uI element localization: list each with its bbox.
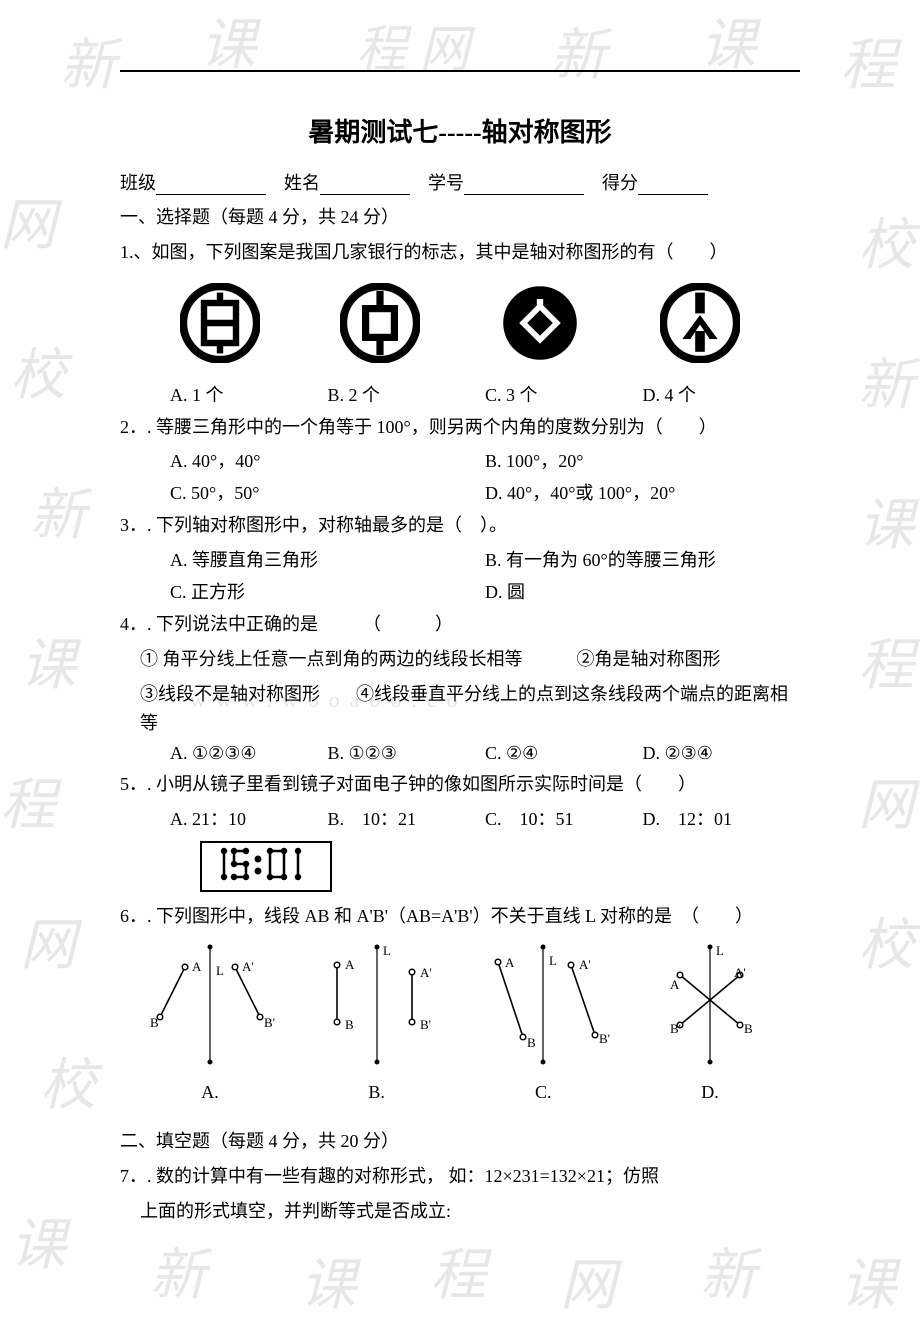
q4-opt-c[interactable]: C. ②④: [485, 743, 643, 764]
id-label: 学号: [428, 173, 464, 193]
q3-opt-a[interactable]: A. 等腰直角三角形: [170, 546, 485, 572]
q2-stem: 2．. 等腰三角形中的一个角等于 100°，则另两个内角的度数分别为（ ）: [120, 413, 800, 442]
q5-opt-c[interactable]: C. 10：51: [485, 805, 643, 831]
q5-opt-b[interactable]: B. 10：21: [328, 805, 486, 831]
q1-opt-c[interactable]: C. 3 个: [485, 381, 643, 407]
q4-stem: 4．. 下列说法中正确的是 （ ）: [120, 610, 800, 639]
q4-opt-a[interactable]: A. ①②③④: [170, 743, 328, 764]
svg-text:A': A': [242, 959, 254, 974]
page-title: 暑期测试七-----轴对称图形: [120, 112, 800, 149]
q6-diagram-c: L A B A' B': [463, 937, 623, 1072]
q4-opt-d[interactable]: D. ②③④: [643, 743, 801, 764]
score-label: 得分: [602, 173, 638, 193]
name-blank[interactable]: [320, 175, 410, 195]
svg-text:B': B': [420, 1017, 431, 1032]
name-label: 姓名: [284, 173, 320, 193]
svg-text:A: A: [505, 955, 515, 970]
svg-text:A': A': [734, 965, 746, 980]
q1-opt-a[interactable]: A. 1 个: [170, 381, 328, 407]
svg-text:L: L: [216, 963, 224, 978]
q4-item1: ① 角平分线上任意一点到角的两边的线段长相等 ②角是轴对称图形: [120, 645, 800, 674]
q2-opt-d[interactable]: D. 40°，40°或 100°，20°: [485, 479, 800, 505]
q4-opt-b[interactable]: B. ①②③: [328, 743, 486, 764]
svg-text:L: L: [383, 943, 391, 958]
q6-lbl-c[interactable]: C.: [463, 1082, 623, 1103]
page-content: 暑期测试七-----轴对称图形 班级 姓名 学号 得分 一、选择题（每题 4 分…: [120, 70, 800, 1231]
q6-stem: 6．. 下列图形中，线段 AB 和 A'B'（AB=A'B'）不关于直线 L 对…: [120, 902, 800, 931]
svg-text:B': B': [670, 1021, 681, 1036]
svg-text:A: A: [192, 959, 202, 974]
q3-opt-d[interactable]: D. 圆: [485, 578, 800, 604]
q6-lbl-a[interactable]: A.: [130, 1082, 290, 1103]
q2-opt-b[interactable]: B. 100°，20°: [485, 447, 800, 473]
q5-options: A. 21：10 B. 10：21 C. 10：51 D. 12：01: [120, 805, 800, 831]
q6-diagram-b: L A B A' B': [297, 937, 457, 1072]
section2-heading: 二、填空题（每题 4 分，共 20 分）: [120, 1127, 800, 1156]
q3-options-2: C. 正方形 D. 圆: [120, 578, 800, 604]
icbc-logo-icon: [180, 283, 260, 363]
svg-text:A': A': [420, 965, 432, 980]
q1-stem: 1.、如图，下列图案是我国几家银行的标志，其中是轴对称图形的有（ ）: [120, 238, 800, 267]
score-blank[interactable]: [638, 175, 708, 195]
svg-text:L: L: [549, 953, 557, 968]
q5-opt-a[interactable]: A. 21：10: [170, 805, 328, 831]
svg-text:B: B: [150, 1015, 159, 1030]
q2-opt-a[interactable]: A. 40°，40°: [170, 447, 485, 473]
q7-line2: 上面的形式填空，并判断等式是否成立:: [120, 1197, 800, 1226]
faint-overlay: www.wooaoo.co: [190, 682, 468, 717]
q4-options: A. ①②③④ B. ①②③ C. ②④ D. ②③④: [120, 743, 800, 764]
boc-logo-icon: [340, 283, 420, 363]
svg-text:A: A: [670, 977, 680, 992]
q6-labels: A. B. C. D.: [120, 1076, 800, 1103]
q6-lbl-d[interactable]: D.: [630, 1082, 790, 1103]
q6-diagrams: LABA'B'LABA'B'LABA'B'LABA'B': [120, 937, 800, 1072]
q3-opt-b[interactable]: B. 有一角为 60°的等腰三角形: [485, 546, 800, 572]
student-header: 班级 姓名 学号 得分: [120, 169, 800, 195]
clock-display: [200, 841, 332, 892]
q3-options-1: A. 等腰直角三角形 B. 有一角为 60°的等腰三角形: [120, 546, 800, 572]
ccb-logo-icon: [500, 283, 580, 363]
q7-line1: 7．. 数的计算中有一些有趣的对称形式， 如：12×231=132×21；仿照: [120, 1162, 800, 1191]
q4-item2: ③线段不是轴对称图形 ④线段垂直平分线上的点到这条线段两个端点的距离相等 www…: [120, 680, 800, 738]
svg-text:B: B: [744, 1021, 753, 1036]
svg-text:L: L: [716, 943, 724, 958]
svg-text:B': B': [599, 1031, 610, 1046]
q5-stem: 5．. 小明从镜子里看到镜子对面电子钟的像如图所示实际时间是（ ）: [120, 770, 800, 799]
seven-seg-icon: [216, 847, 316, 881]
q6-diagram-d: L A B A' B': [630, 937, 790, 1072]
q1-logos: [120, 273, 800, 373]
svg-text:B': B': [264, 1015, 275, 1030]
q1-opt-d[interactable]: D. 4 个: [643, 381, 801, 407]
q3-opt-c[interactable]: C. 正方形: [170, 578, 485, 604]
q1-options: A. 1 个 B. 2 个 C. 3 个 D. 4 个: [120, 381, 800, 407]
q2-options-1: A. 40°，40° B. 100°，20°: [120, 447, 800, 473]
class-label: 班级: [120, 173, 156, 193]
svg-text:A': A': [579, 957, 591, 972]
section1-heading: 一、选择题（每题 4 分，共 24 分）: [120, 203, 800, 232]
q6-diagram-a: LA B A' B': [130, 937, 290, 1072]
svg-text:B: B: [345, 1017, 354, 1032]
class-blank[interactable]: [156, 175, 266, 195]
q2-opt-c[interactable]: C. 50°，50°: [170, 479, 485, 505]
svg-text:A: A: [345, 957, 355, 972]
q3-stem: 3．. 下列轴对称图形中，对称轴最多的是（ ）。: [120, 511, 800, 540]
svg-text:B: B: [527, 1035, 536, 1050]
id-blank[interactable]: [464, 175, 584, 195]
q5-opt-d[interactable]: D. 12：01: [643, 805, 801, 831]
abc-logo-icon: [660, 283, 740, 363]
q2-options-2: C. 50°，50° D. 40°，40°或 100°，20°: [120, 479, 800, 505]
q6-lbl-b[interactable]: B.: [297, 1082, 457, 1103]
q1-opt-b[interactable]: B. 2 个: [328, 381, 486, 407]
